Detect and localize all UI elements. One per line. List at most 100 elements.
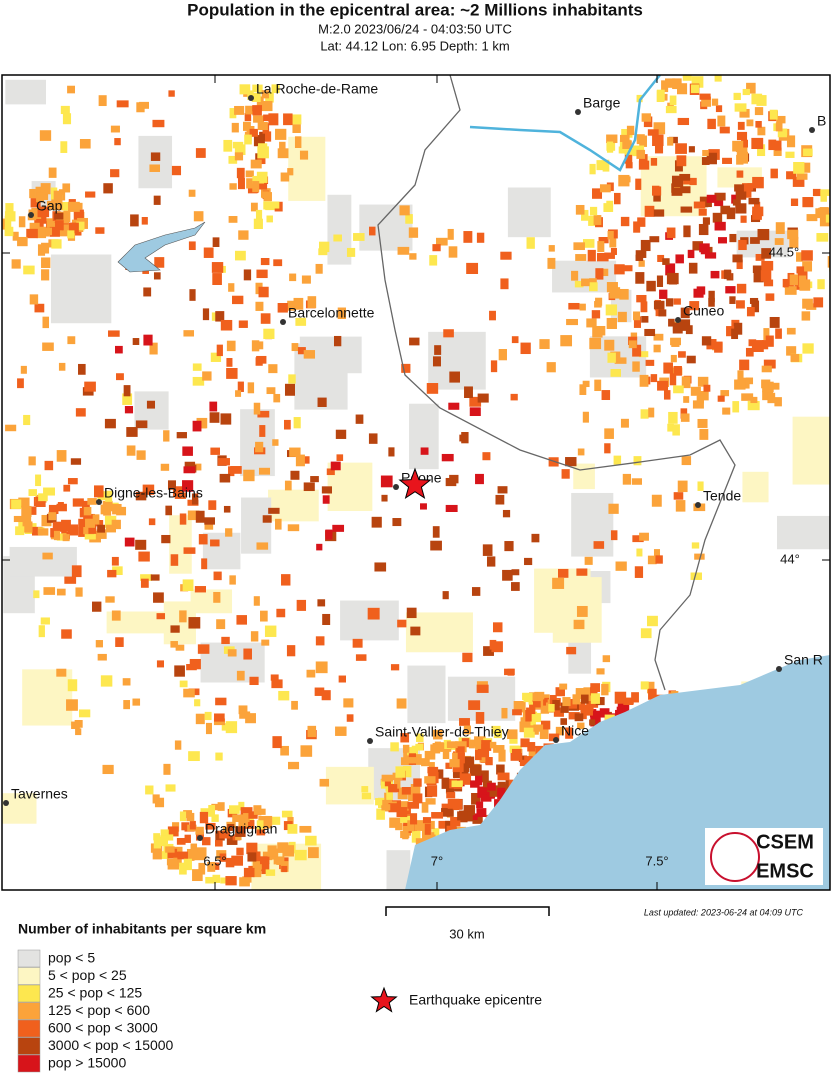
- pop-cell: [640, 409, 649, 419]
- pop-cell: [238, 801, 245, 811]
- pop-cell: [608, 503, 619, 514]
- pop-cell: [796, 173, 808, 180]
- pop-patch: [386, 850, 411, 890]
- pop-cell: [48, 504, 59, 514]
- pop-cell: [673, 385, 684, 394]
- pop-cell: [432, 828, 440, 839]
- pop-cell: [188, 617, 201, 629]
- pop-cell: [182, 480, 194, 492]
- pop-cell: [706, 194, 717, 203]
- pop-cell: [606, 200, 614, 212]
- pop-cell: [252, 860, 262, 870]
- pop-cell: [192, 420, 202, 432]
- pop-cell: [408, 227, 419, 238]
- pop-cell: [94, 485, 104, 498]
- pop-cell: [722, 157, 733, 164]
- pop-cell: [774, 238, 784, 245]
- pop-patch: [573, 463, 595, 490]
- pop-cell: [395, 766, 406, 778]
- pop-cell: [193, 211, 204, 222]
- pop-cell: [762, 381, 774, 393]
- pop-cell: [644, 205, 655, 217]
- pop-cell: [115, 345, 123, 354]
- pop-cell: [466, 262, 479, 274]
- pop-cell: [639, 374, 649, 387]
- pop-cell: [199, 811, 209, 824]
- pop-cell: [167, 826, 179, 837]
- legend-title: Number of inhabitants per square km: [18, 921, 266, 937]
- pop-cell: [29, 294, 39, 305]
- city-label: Barcelonnette: [288, 305, 375, 321]
- pop-cell: [314, 687, 325, 696]
- pop-cell: [552, 577, 565, 589]
- pop-cell: [212, 874, 221, 883]
- pop-cell: [220, 877, 227, 884]
- pop-cell: [475, 712, 485, 724]
- pop-cell: [594, 379, 602, 392]
- pop-cell: [271, 816, 281, 825]
- pop-cell: [697, 376, 709, 387]
- pop-cell: [148, 518, 156, 526]
- pop-cell: [184, 834, 191, 843]
- pop-cell: [145, 785, 154, 795]
- pop-cell: [689, 177, 697, 186]
- pop-cell: [398, 801, 409, 811]
- pop-cell: [248, 811, 258, 819]
- pop-cell: [38, 493, 48, 502]
- legend-label: Earthquake epicentre: [409, 992, 542, 1008]
- pop-cell: [734, 103, 747, 112]
- pop-cell: [631, 478, 642, 485]
- pop-cell: [85, 518, 96, 528]
- pop-cell: [236, 167, 245, 179]
- pop-cell: [653, 300, 665, 310]
- pop-cell: [547, 257, 556, 269]
- pop-cell: [427, 766, 439, 774]
- pop-cell: [582, 411, 589, 423]
- pop-cell: [284, 480, 292, 491]
- pop-cell: [388, 784, 398, 793]
- pop-cell: [291, 343, 299, 352]
- pop-cell: [812, 188, 821, 197]
- pop-cell: [141, 216, 148, 225]
- pop-cell: [219, 853, 227, 862]
- pop-cell: [346, 714, 354, 722]
- pop-cell: [251, 340, 260, 352]
- pop-cell: [481, 740, 492, 751]
- pop-cell: [231, 855, 244, 866]
- pop-cell: [246, 842, 258, 855]
- pop-cell: [247, 852, 257, 862]
- pop-cell: [670, 354, 677, 363]
- pop-cell: [208, 500, 217, 510]
- pop-cell: [786, 327, 796, 335]
- pop-cell: [188, 189, 196, 197]
- pop-cell: [776, 115, 786, 124]
- pop-cell: [168, 90, 175, 97]
- pop-patch: [742, 471, 769, 503]
- pop-cell: [428, 832, 435, 843]
- pop-cell: [194, 699, 201, 707]
- pop-cell: [266, 387, 276, 395]
- pop-cell: [524, 756, 533, 763]
- pop-cell: [191, 849, 201, 860]
- pop-cell: [74, 719, 83, 728]
- pop-cell: [693, 288, 704, 298]
- pop-cell: [582, 380, 590, 388]
- pop-cell: [28, 489, 37, 496]
- pop-cell: [581, 278, 590, 287]
- pop-cell: [511, 569, 520, 576]
- pop-cell: [595, 697, 605, 706]
- map: [2, 75, 830, 890]
- pop-cell: [652, 134, 664, 146]
- pop-cell: [761, 260, 774, 271]
- pop-cell: [79, 139, 91, 149]
- pop-cell: [493, 729, 502, 739]
- pop-cell: [105, 596, 115, 603]
- pop-cell: [142, 484, 155, 495]
- pop-cell: [735, 203, 747, 214]
- city-dot: [675, 317, 681, 323]
- pop-cell: [232, 295, 244, 305]
- pop-cell: [666, 227, 676, 239]
- pop-cell: [183, 330, 195, 337]
- pop-cell: [604, 339, 615, 351]
- pop-cell: [62, 113, 72, 125]
